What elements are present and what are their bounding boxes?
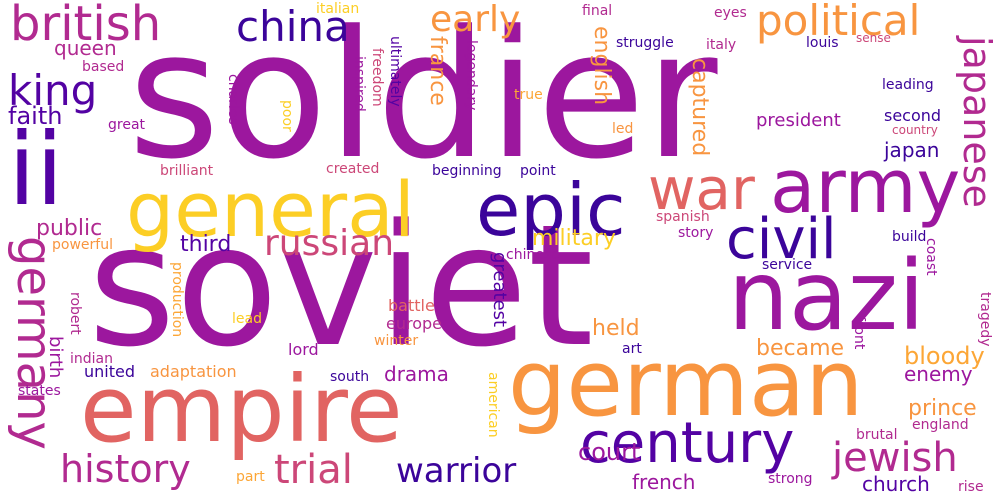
word-lord: lord — [288, 340, 319, 359]
word-empire: empire — [80, 356, 403, 463]
word-front: front — [851, 316, 867, 350]
word-winter: winter — [374, 333, 419, 349]
word-french: french — [632, 470, 696, 494]
word-general: general — [126, 165, 415, 254]
word-soldier: soldier — [128, 0, 718, 198]
word-became: became — [756, 336, 845, 361]
word-coast: coast — [923, 238, 939, 276]
word-early: early — [430, 0, 521, 40]
word-freedom: freedom — [369, 48, 385, 107]
word-country: country — [892, 123, 938, 137]
word-warrior: warrior — [396, 451, 517, 491]
word-battle: battle — [388, 296, 435, 315]
word-leading: leading — [882, 77, 934, 93]
word-third: third — [180, 232, 232, 257]
word-point: point — [520, 163, 556, 179]
word-great: great — [108, 117, 146, 133]
word-lead: lead — [232, 311, 262, 327]
word-powerful: powerful — [52, 237, 113, 253]
word-held: held — [592, 316, 640, 341]
word-faith: faith — [8, 102, 63, 130]
word-chinese: chinese — [506, 247, 560, 263]
word-bloody: bloody — [904, 342, 985, 370]
word-art: art — [622, 341, 642, 357]
word-japan: japan — [884, 138, 940, 162]
word-american: american — [485, 372, 501, 438]
word-epic: epic — [476, 168, 626, 252]
word-ii: ii — [8, 111, 64, 228]
word-century: century — [580, 411, 795, 476]
word-rise: rise — [958, 479, 984, 495]
word-story: story — [678, 225, 714, 241]
word-based: based — [82, 59, 125, 75]
word-united: united — [84, 362, 135, 381]
word-inspired: inspired — [351, 56, 367, 112]
word-strong: strong — [768, 471, 813, 487]
word-legendary: legendary — [463, 40, 479, 111]
word-europe: europe — [386, 314, 442, 333]
word-public: public — [36, 216, 103, 241]
word-greatest: greatest — [489, 252, 510, 328]
word-italy: italy — [706, 37, 737, 53]
word-queen: queen — [54, 36, 117, 60]
word-enemy: enemy — [904, 362, 973, 386]
word-build: build — [892, 229, 927, 245]
word-production: production — [169, 262, 185, 338]
word-created: created — [326, 161, 380, 177]
word-charles: charles — [225, 74, 241, 125]
word-political: political — [756, 0, 921, 45]
word-sense: sense — [856, 31, 891, 45]
word-poor: poor — [279, 100, 295, 132]
word-final: final — [582, 3, 613, 19]
word-true: true — [514, 87, 543, 103]
word-tragedy: tragedy — [977, 292, 993, 347]
word-ultimately: ultimately — [387, 36, 403, 107]
word-england: england — [912, 417, 969, 433]
word-british: british — [10, 0, 162, 52]
word-church: church — [862, 472, 930, 496]
word-service: service — [762, 257, 813, 273]
word-states: states — [18, 383, 61, 399]
word-indian: indian — [70, 351, 113, 367]
word-king: king — [8, 66, 98, 115]
word-louis: louis — [806, 35, 839, 51]
word-italian: italian — [316, 1, 360, 17]
word-russian: russian — [264, 223, 395, 264]
word-military: military — [532, 226, 616, 251]
word-led: led — [612, 121, 634, 137]
word-nazi: nazi — [728, 240, 925, 352]
word-drama: drama — [384, 362, 449, 386]
word-part: part — [236, 469, 265, 485]
word-second: second — [884, 106, 942, 125]
word-brutal: brutal — [856, 427, 898, 443]
word-jewish: jewish — [832, 435, 958, 481]
word-robert: robert — [67, 292, 83, 335]
word-south: south — [330, 369, 370, 385]
word-war: war — [648, 155, 755, 223]
word-eyes: eyes — [714, 5, 747, 21]
word-trial: trial — [274, 447, 353, 493]
word-spanish: spanish — [656, 209, 710, 225]
word-birth: birth — [45, 336, 66, 379]
word-adaptation: adaptation — [150, 362, 237, 381]
word-china: china — [236, 2, 350, 51]
word-brilliant: brilliant — [160, 163, 214, 179]
word-president: president — [756, 110, 841, 131]
word-france: france — [425, 36, 450, 106]
word-army: army — [770, 144, 961, 230]
word-prince: prince — [908, 396, 977, 421]
word-history: history — [60, 447, 191, 491]
word-soviet: soviet — [88, 188, 594, 384]
word-struggle: struggle — [616, 35, 674, 51]
word-german: german — [508, 330, 864, 437]
word-captured: captured — [687, 58, 712, 157]
word-japanese: japanese — [955, 36, 999, 208]
word-civil: civil — [726, 207, 837, 272]
word-beginning: beginning — [432, 163, 502, 179]
word-english: english — [589, 26, 614, 106]
word-court: court — [578, 438, 641, 466]
